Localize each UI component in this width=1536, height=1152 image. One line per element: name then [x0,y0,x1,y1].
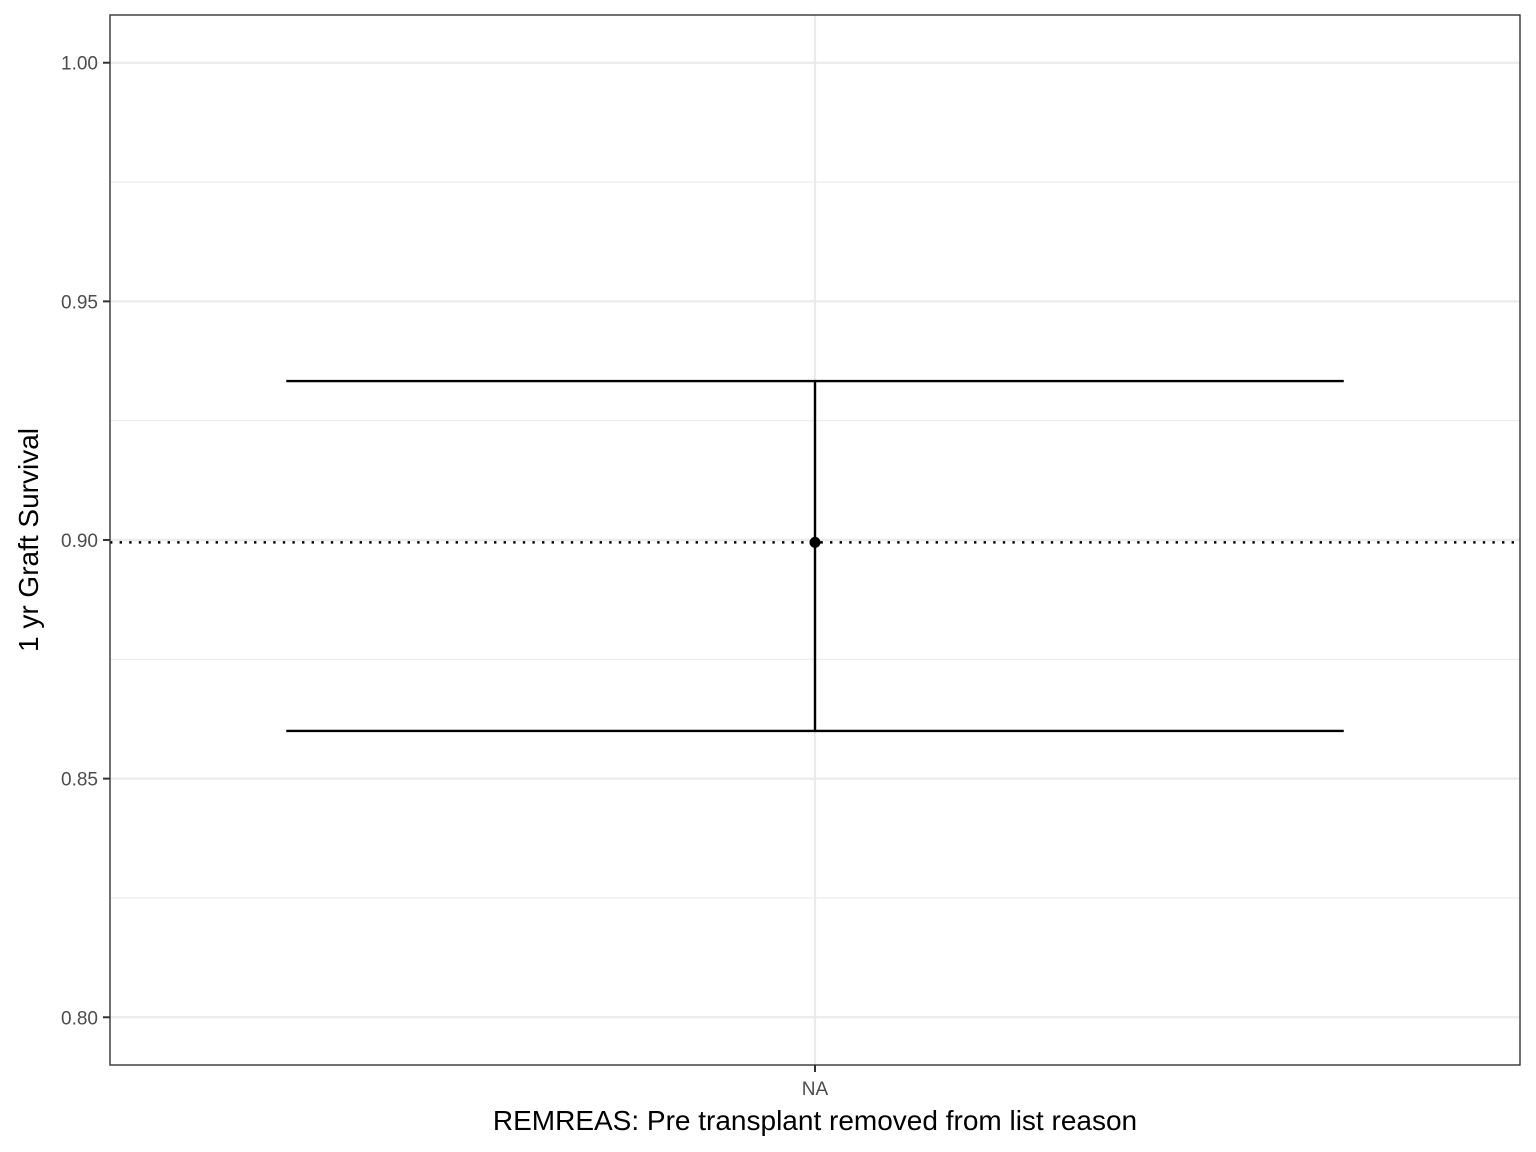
x-tick-label: NA [802,1079,829,1100]
data-marks [110,379,1520,733]
y-tick-label: 0.80 [61,1008,98,1029]
x-axis-title: REMREAS: Pre transplant removed from lis… [493,1105,1137,1136]
y-tick-label: 1.00 [61,54,98,75]
y-tick-label: 0.95 [61,292,98,313]
y-tick-label: 0.85 [61,770,98,791]
y-tick-label: 0.90 [61,531,98,552]
y-axis-title: 1 yr Graft Survival [13,428,44,652]
axes: 0.80 0.85 0.90 0.95 1.00 NA [61,54,829,1100]
point-estimate [809,536,821,548]
